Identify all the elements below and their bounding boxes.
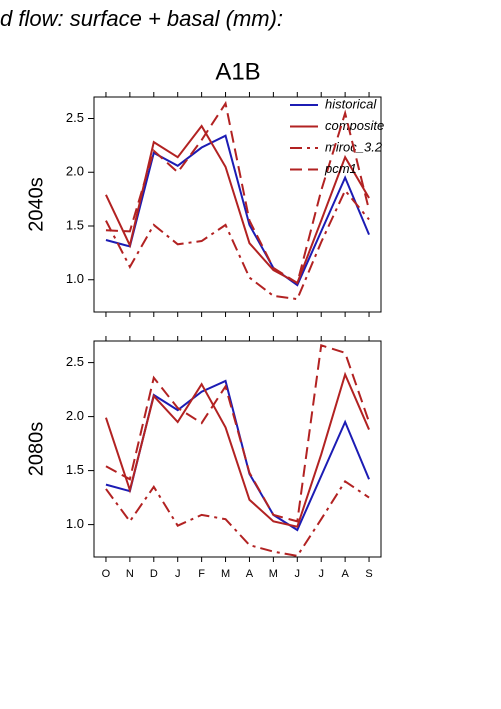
chart-subtitle: A1B: [215, 58, 260, 85]
series-line: [105, 134, 370, 287]
y-tick-label: 2.5: [66, 110, 84, 125]
series-line: [105, 100, 371, 285]
y-tick-label: 1.5: [66, 217, 84, 232]
legend-label: historical: [325, 96, 377, 111]
x-tick-label: S: [365, 568, 372, 580]
y-tick-label: 1.0: [66, 516, 84, 531]
series-line: [105, 479, 370, 558]
y-tick-label: 2.0: [66, 164, 84, 179]
x-tick-label: A: [341, 568, 349, 580]
series-line: [105, 379, 370, 532]
plot-frame: [93, 340, 382, 558]
series-line: [105, 371, 370, 528]
x-tick-label: D: [150, 568, 158, 580]
plot-frame: [93, 96, 382, 313]
x-tick-label: M: [269, 568, 278, 580]
y-tick-label: 2.5: [66, 354, 84, 369]
y-tick-label: 1.0: [66, 271, 84, 286]
x-tick-label: F: [198, 568, 205, 580]
x-tick-label: J: [295, 568, 301, 580]
legend-label: pcm1: [324, 161, 357, 176]
x-tick-label: O: [102, 568, 111, 580]
series-line: [105, 188, 370, 301]
y-tick-label: 2.0: [66, 408, 84, 423]
legend-label: composite: [325, 118, 384, 133]
x-tick-label: M: [221, 568, 230, 580]
y-axis-label: 2040s: [25, 177, 47, 232]
series-line: [105, 344, 370, 523]
x-tick-label: J: [318, 568, 324, 580]
x-tick-label: J: [175, 568, 181, 580]
chart-title: d flow: surface + basal (mm):: [0, 6, 283, 31]
y-tick-label: 1.5: [66, 462, 84, 477]
x-tick-label: N: [126, 568, 134, 580]
series-line: [105, 124, 370, 285]
x-tick-label: A: [246, 568, 254, 580]
y-axis-label: 2080s: [25, 422, 47, 477]
